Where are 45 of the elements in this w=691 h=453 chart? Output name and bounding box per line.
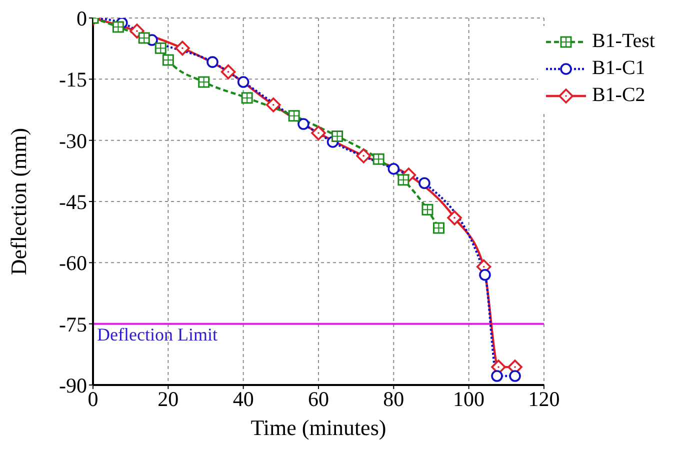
point [418, 177, 430, 190]
point [288, 110, 300, 122]
x-tick-label: 20 [158, 386, 179, 411]
point [266, 97, 281, 112]
y-tick-label: -75 [59, 312, 87, 336]
point [154, 42, 166, 54]
x-axis-title: Time (minutes) [250, 415, 386, 440]
y-tick-label: -30 [59, 128, 87, 153]
x-tick-label: 80 [383, 386, 404, 411]
point [372, 153, 384, 165]
y-tick-label: -15 [59, 68, 87, 92]
x-tick-label: 120 [528, 386, 560, 411]
legend-label: B1-C1 [592, 57, 646, 80]
point [237, 76, 250, 88]
point [220, 64, 236, 80]
point [311, 126, 326, 140]
y-axis-title: Deflection (mm) [6, 128, 31, 276]
ref-line-label: Deflection Limit [97, 324, 218, 345]
x-tick-label: 100 [453, 386, 485, 411]
point [130, 24, 144, 38]
point [332, 130, 344, 142]
point [422, 204, 434, 216]
point [356, 148, 371, 164]
point [241, 92, 253, 104]
y-tick-label: 0 [76, 6, 87, 30]
point [447, 210, 462, 226]
point [388, 162, 400, 175]
y-tick-label: -90 [59, 373, 87, 398]
point [138, 32, 150, 44]
point [298, 118, 310, 130]
legend-label: B1-Test [592, 30, 655, 53]
point [175, 40, 190, 56]
point [162, 54, 174, 66]
point [112, 21, 124, 33]
y-tick-label: -45 [59, 190, 87, 214]
point [432, 222, 444, 234]
point [509, 370, 521, 382]
y-tick-label: -60 [59, 251, 87, 276]
point [206, 56, 218, 68]
x-tick-label: 40 [232, 386, 254, 411]
x-tick-label: 60 [308, 386, 329, 411]
point [198, 76, 210, 88]
point [491, 370, 503, 382]
point [479, 269, 491, 281]
legend-label: B1-C2 [592, 84, 646, 107]
